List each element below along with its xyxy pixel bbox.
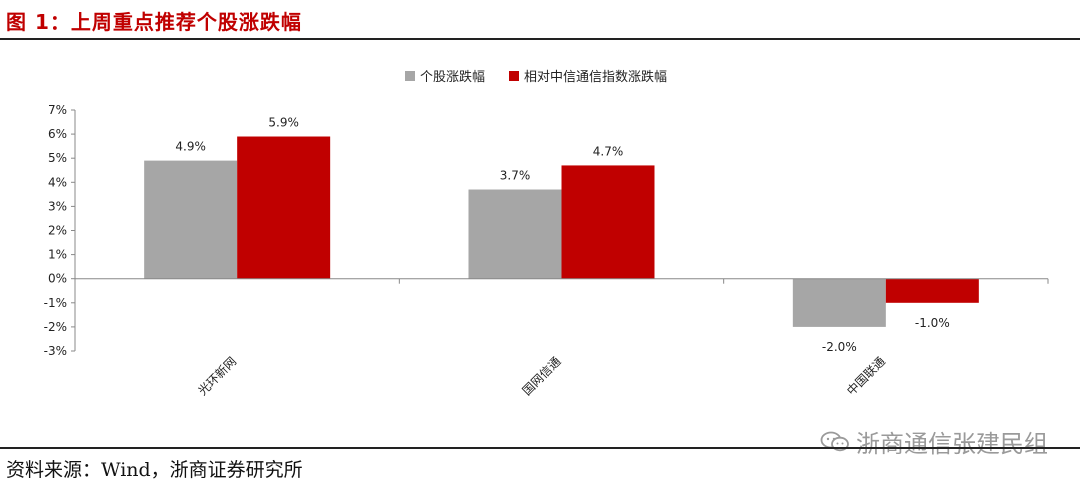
bar bbox=[792, 278, 886, 327]
y-tick-label: -1% bbox=[44, 296, 67, 310]
y-tick-label: 7% bbox=[48, 103, 67, 117]
category-label: 国网信通 bbox=[520, 354, 564, 398]
legend-label-stock: 个股涨跌幅 bbox=[420, 69, 485, 85]
source-note: 资料来源：Wind，浙商证券研究所 bbox=[6, 459, 303, 481]
legend-swatch-index bbox=[509, 71, 519, 81]
category-label: 中国联通 bbox=[843, 354, 888, 399]
legend-swatch-stock bbox=[405, 71, 415, 81]
data-label: -2.0% bbox=[822, 340, 857, 354]
legend-label-index: 相对中信通信指数涨跌幅 bbox=[524, 69, 667, 85]
bar-chart: 个股涨跌幅 相对中信通信指数涨跌幅 7% 6% 5% 4% 3% 2% 1% 0% -1% -2%… bbox=[44, 69, 1049, 399]
y-tick-label: 5% bbox=[48, 151, 67, 165]
bar bbox=[885, 278, 979, 303]
bar bbox=[144, 160, 238, 279]
y-tick-label: 3% bbox=[48, 199, 67, 213]
category-label: 光环新网 bbox=[195, 354, 240, 399]
y-tick-label: 2% bbox=[48, 224, 67, 238]
y-tick-label: 1% bbox=[48, 248, 67, 262]
data-label: 3.7% bbox=[500, 169, 531, 183]
source-rule bbox=[0, 447, 1080, 449]
data-label: 5.9% bbox=[268, 116, 299, 130]
data-label: 4.7% bbox=[593, 144, 624, 158]
figure-title: 图 1：上周重点推荐个股涨跌幅 bbox=[6, 10, 302, 34]
y-tick-label: -3% bbox=[44, 344, 67, 358]
legend: 个股涨跌幅 相对中信通信指数涨跌幅 bbox=[405, 69, 667, 85]
bar bbox=[468, 189, 562, 279]
y-tick-label: 6% bbox=[48, 127, 67, 141]
y-tick-label: 0% bbox=[48, 272, 67, 286]
y-axis: 7% 6% 5% 4% 3% 2% 1% 0% -1% -2% -3% bbox=[44, 103, 76, 358]
watermark: 浙商通信张建民组 bbox=[820, 424, 1048, 459]
y-tick-label: -2% bbox=[44, 320, 67, 334]
bar bbox=[237, 136, 331, 279]
y-tick-label: 4% bbox=[48, 175, 67, 189]
watermark-text: 浙商通信张建民组 bbox=[856, 430, 1048, 458]
data-label: -1.0% bbox=[915, 316, 950, 330]
title-rule bbox=[0, 38, 1080, 40]
data-label: 4.9% bbox=[175, 140, 206, 154]
bar bbox=[561, 165, 655, 279]
bars: 4.9% 5.9% 3.7% 4.7% -2.0% -1.0% bbox=[144, 116, 979, 354]
wechat-icon bbox=[820, 431, 849, 451]
